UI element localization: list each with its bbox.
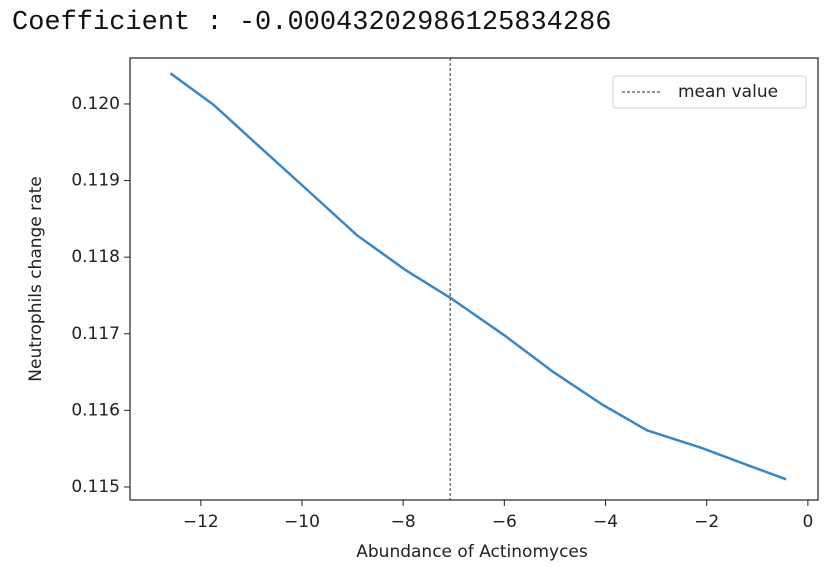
x-tick-label: −12 — [183, 512, 219, 532]
x-axis-label: Abundance of Actinomyces — [356, 542, 588, 562]
x-tick-label: −8 — [391, 512, 416, 532]
x-tick-label: 0 — [802, 512, 813, 532]
y-tick-label: 0.116 — [71, 400, 120, 420]
output-text: Coefficient : -0.00043202986125834286 — [12, 8, 612, 38]
x-tick-label: −2 — [694, 512, 719, 532]
y-tick-label: 0.119 — [71, 171, 120, 191]
y-tick-label: 0.120 — [71, 94, 120, 114]
x-tick-label: −6 — [492, 512, 517, 532]
y-tick-label: 0.118 — [71, 247, 120, 267]
y-axis-label: Neutrophils change rate — [26, 176, 46, 381]
line-series — [169, 72, 787, 481]
legend-label: mean value — [678, 82, 778, 102]
x-tick-label: −4 — [593, 512, 618, 532]
legend-box — [612, 75, 807, 109]
x-tick-label: −10 — [284, 512, 320, 532]
axes-frame — [129, 57, 819, 501]
y-tick-label: 0.115 — [71, 477, 120, 497]
y-tick-label: 0.117 — [71, 324, 120, 344]
